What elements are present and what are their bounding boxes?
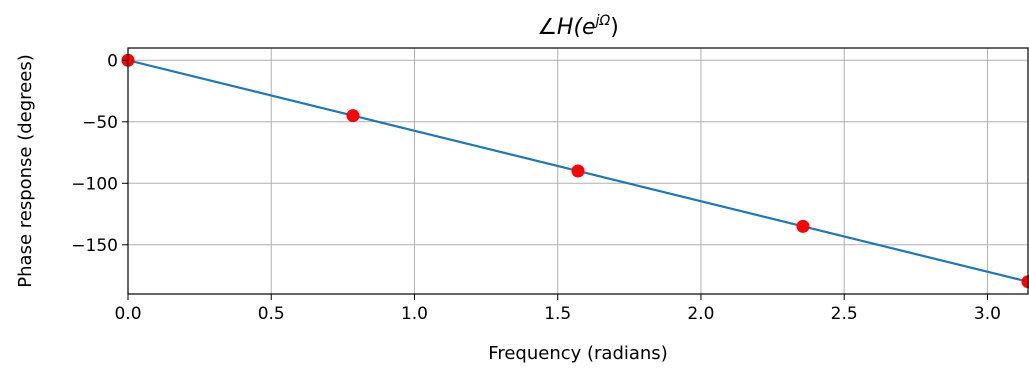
chart-title: ∠H(ejΩ) bbox=[537, 13, 619, 40]
grid bbox=[127, 48, 1028, 294]
plot-frame bbox=[127, 47, 1029, 295]
x-tick-label: 2.5 bbox=[831, 304, 858, 324]
chart-title-superscript: jΩ bbox=[594, 13, 611, 29]
data-point-marker bbox=[571, 164, 585, 178]
y-axis-label: Phase response (degrees) bbox=[15, 54, 36, 287]
data-point-marker bbox=[796, 219, 810, 233]
chart-title-prefix: ∠H(e bbox=[537, 15, 595, 40]
x-tick-label: 2.0 bbox=[687, 304, 714, 324]
x-tick-label: 0.0 bbox=[114, 304, 141, 324]
x-tick-label: 3.0 bbox=[974, 304, 1001, 324]
y-tick-label: −150 bbox=[71, 236, 118, 256]
x-tick-label: 0.5 bbox=[258, 304, 285, 324]
ticks: 0.0 0.5 1.0 1.5 2.0 2.5 3.0 0 −50 −100 −150 bbox=[71, 51, 1001, 324]
y-tick-label: 0 bbox=[107, 51, 118, 71]
x-tick-label: 1.0 bbox=[401, 304, 428, 324]
data-point-marker bbox=[346, 109, 360, 123]
chart-title-suffix: ) bbox=[610, 15, 619, 40]
y-tick-label: −50 bbox=[82, 113, 118, 133]
x-tick-label: 1.5 bbox=[544, 304, 571, 324]
y-tick-label: −100 bbox=[71, 174, 118, 194]
data-point-marker bbox=[1021, 275, 1029, 289]
x-axis-label: Frequency (radians) bbox=[488, 343, 667, 364]
marker-layer bbox=[121, 53, 1029, 289]
